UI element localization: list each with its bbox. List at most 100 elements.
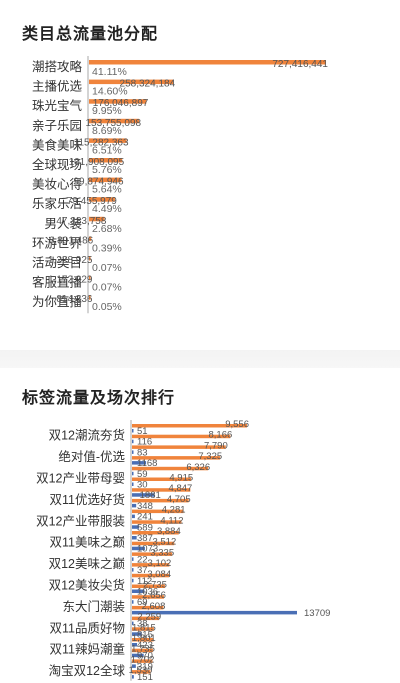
value-label: 153,755,098 xyxy=(85,118,141,129)
value-label: 79,455,979 xyxy=(67,196,117,207)
session-bar xyxy=(132,568,134,572)
flow-bar xyxy=(132,477,192,481)
chart2-title: 标签流量及场次排行 xyxy=(22,390,176,407)
flow-value-label: 3,512 xyxy=(152,537,176,548)
flow-value-label: 3,102 xyxy=(148,558,172,569)
flow-bar xyxy=(132,520,182,524)
value-label: 727,416,441 xyxy=(272,59,328,70)
flow-bar xyxy=(132,605,164,610)
session-bar xyxy=(132,557,134,561)
flow-bar xyxy=(132,552,173,556)
session-bar xyxy=(132,610,297,615)
session-value-label: 112 xyxy=(137,576,152,587)
session-value-label: 1881 xyxy=(140,490,161,501)
flow-value-label: 1,530 xyxy=(129,665,153,676)
session-value-label: 815 xyxy=(137,629,153,640)
flow-value-label: 3,084 xyxy=(147,569,171,580)
session-value-label: 1073 xyxy=(137,544,158,555)
flow-bar xyxy=(132,573,170,578)
session-bar xyxy=(132,578,134,583)
flow-value-label: 4,847 xyxy=(169,483,193,494)
flow-bar xyxy=(132,531,179,535)
session-value-label: 38 xyxy=(137,619,148,630)
traffic-bar xyxy=(89,177,122,183)
flow-value-label: 4,112 xyxy=(160,515,183,526)
traffic-bar xyxy=(89,256,91,261)
session-bar xyxy=(132,675,134,679)
percent-label: 2.68% xyxy=(92,223,122,235)
percent-label: 4.49% xyxy=(92,203,122,215)
percent-label: 0.05% xyxy=(92,301,122,313)
session-bar xyxy=(132,461,147,465)
percent-label: 8.69% xyxy=(92,125,122,137)
flow-value-label: 6,326 xyxy=(186,462,210,473)
session-bar xyxy=(132,514,135,519)
session-value-label: 589 xyxy=(137,522,153,533)
tag-label: 双11美味之巅 xyxy=(50,536,125,550)
flow-bar xyxy=(132,424,247,428)
flow-bar xyxy=(132,638,154,642)
tag-label: 双11品质好物 xyxy=(50,621,125,635)
flow-value-label: 4,915 xyxy=(169,473,193,484)
tag-label: 绝对值-优选 xyxy=(58,449,125,464)
flow-bar xyxy=(132,627,154,631)
flow-value-label: 1,801 xyxy=(132,633,156,644)
value-label: 814,336 xyxy=(56,294,93,305)
flow-value-label: 7,325 xyxy=(198,451,222,462)
percent-label: 5.76% xyxy=(92,164,122,176)
flow-bar xyxy=(132,456,221,460)
category-label: 美妆心得 xyxy=(32,177,82,192)
flow-bar xyxy=(132,595,164,599)
flow-bar xyxy=(132,488,191,492)
flow-value-label: 7,790 xyxy=(204,440,228,451)
traffic-bar xyxy=(89,99,147,104)
value-label: 1,228,925 xyxy=(48,255,93,266)
flow-value-label: 4,705 xyxy=(167,494,191,505)
session-value-label: 348 xyxy=(137,501,153,512)
flow-bar xyxy=(132,670,151,674)
category-traffic-section: 类目总流量池分配 潮搭攻略 727,416,441 41.11% 主播优选 258,32… xyxy=(22,26,329,314)
session-bar xyxy=(132,536,137,540)
session-bar xyxy=(132,471,134,476)
value-label: 47,383,758 xyxy=(56,216,106,227)
traffic-bar xyxy=(89,158,123,163)
value-label: 176,046,897 xyxy=(93,98,149,109)
session-value-label: 59 xyxy=(137,469,148,480)
tag-ranking-section: 标签流量及场次排行 双12潮流夯货 绝对值-优选 双12产业带母婴 双11优选好货 双1… xyxy=(0,368,400,683)
session-bar xyxy=(132,653,144,658)
flow-value-label: 2,735 xyxy=(143,580,167,591)
session-bar xyxy=(132,525,140,529)
tag-label: 双11辣妈潮童 xyxy=(50,642,125,657)
session-value-label: 51 xyxy=(137,426,148,437)
session-bar xyxy=(132,450,134,454)
flow-bar xyxy=(132,445,226,449)
traffic-bar xyxy=(89,275,91,281)
session-bar xyxy=(132,493,155,497)
flow-value-label: 4,281 xyxy=(162,505,186,516)
flow-bar xyxy=(132,563,170,567)
tag-ranking-chart: 双12潮流夯货绝对值-优选双12产业带母婴双11优选好货双12产业带服装双11美… xyxy=(36,419,330,683)
flow-value-label: 2,656 xyxy=(142,590,166,601)
value-label: 101,908,095 xyxy=(69,157,125,168)
tag-label: 东大门潮装 xyxy=(62,599,125,614)
flow-value-label: 1,815 xyxy=(132,622,156,633)
section-divider xyxy=(0,350,400,368)
category-label: 活动类目 xyxy=(32,256,82,270)
tag-label: 双12产业带服装 xyxy=(36,514,125,528)
session-bar xyxy=(132,546,145,551)
percent-label: 9.95% xyxy=(92,105,122,117)
session-value-label: 30 xyxy=(137,480,148,491)
flow-value-label: 2,259 xyxy=(137,612,161,623)
flow-value-label: 1,735 xyxy=(131,644,155,655)
session-bar xyxy=(132,482,134,486)
flow-bar xyxy=(132,648,153,653)
session-value-label: 423 xyxy=(137,640,153,651)
flow-value-label: 1,702 xyxy=(131,654,155,665)
flow-value-label: 8,166 xyxy=(208,430,232,441)
value-label: 6,891,486 xyxy=(49,235,94,246)
flow-value-label: 9,556 xyxy=(225,419,249,430)
tag-label: 淘宝双12全球 xyxy=(49,663,126,678)
flow-value-label: 2,608 xyxy=(142,601,166,612)
session-value-label: 69 xyxy=(137,597,148,608)
session-value-label: 13709 xyxy=(304,608,330,619)
